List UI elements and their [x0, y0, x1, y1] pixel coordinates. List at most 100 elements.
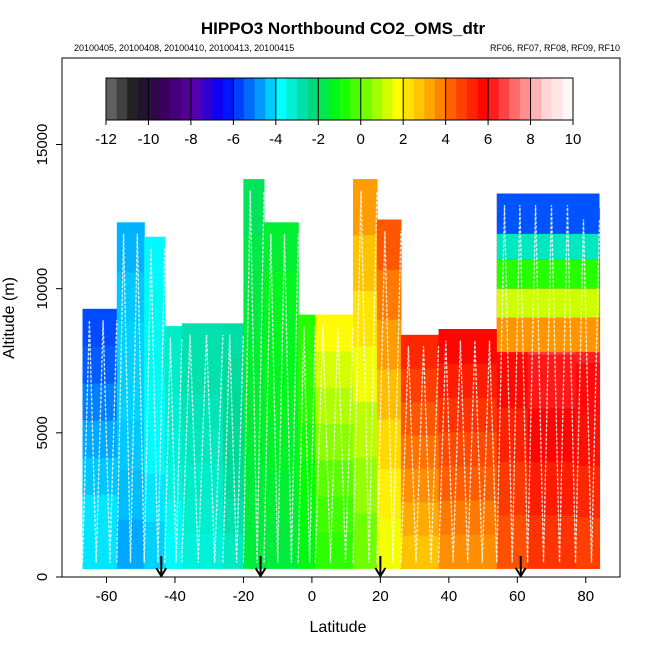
colorbar-segment — [159, 78, 171, 120]
x-tick-label: -60 — [96, 588, 118, 605]
flight-profile — [352, 190, 378, 563]
flight-profile — [222, 334, 245, 563]
colorbar-segment — [116, 78, 128, 120]
heatmap-cell — [243, 179, 265, 236]
y-tick-label: 10000 — [34, 268, 51, 310]
heatmap-cell — [315, 314, 354, 352]
colorbar-segment — [551, 78, 563, 120]
colorbar-segment — [328, 78, 340, 120]
flight-profile — [574, 219, 601, 563]
colorbar-segment — [318, 78, 330, 120]
colorbar-segment — [403, 78, 415, 120]
colorbar-tick-label: -10 — [138, 131, 160, 148]
y-axis: 0 5000 10000 15000 — [34, 124, 62, 581]
colorbar-segment — [106, 78, 118, 120]
colorbar-segment — [297, 78, 309, 120]
colorbar-segment — [392, 78, 404, 120]
heatmap-cell — [315, 532, 354, 569]
heatmap-cell — [144, 521, 166, 569]
colorbar-tick-label: 10 — [565, 131, 582, 148]
heatmap-cell — [496, 461, 529, 516]
heatmap-cell — [353, 179, 378, 236]
colorbar-segment — [488, 78, 500, 120]
heatmap-cell — [496, 407, 529, 462]
heatmap-cell — [82, 308, 118, 347]
colorbar-segment — [456, 78, 468, 120]
colorbar-tick-label: 8 — [526, 131, 534, 148]
profile-arrow-head — [155, 567, 168, 578]
colorbar-segment — [498, 78, 510, 120]
colorbar-tick-label: -12 — [95, 131, 117, 148]
x-tick-label: -40 — [164, 588, 186, 605]
heatmap-cell — [298, 314, 316, 352]
colorbar-segment — [360, 78, 372, 120]
colorbar-segment — [307, 78, 319, 120]
flight-profile — [314, 326, 354, 563]
flight-profile — [181, 334, 224, 563]
colorbar-segment — [530, 78, 542, 120]
flight-profile — [242, 190, 265, 563]
colorbar-segment — [148, 78, 160, 120]
plot-area — [81, 179, 601, 578]
x-axis: -60 -40 -20 0 20 40 60 80 — [96, 577, 594, 605]
heatmap-cell — [264, 222, 299, 273]
heatmap-cell — [222, 498, 244, 534]
heatmap-cell — [438, 500, 498, 535]
colorbar-segment — [466, 78, 478, 120]
profile-arrow-head — [374, 567, 387, 578]
x-tick-label: 0 — [308, 588, 316, 605]
colorbar-segment — [371, 78, 383, 120]
heatmap-cell — [116, 420, 145, 471]
heatmap-cell — [222, 358, 244, 394]
y-axis-label: Altitude (m) — [1, 277, 18, 359]
heatmap-cell — [438, 465, 498, 501]
colorbar-segment — [212, 78, 224, 120]
heatmap-cell — [376, 468, 402, 520]
colorbar-segment — [445, 78, 457, 120]
heatmap-cell — [144, 473, 166, 522]
heatmap-cell — [116, 271, 145, 322]
colorbar-tick-label: 6 — [484, 131, 492, 148]
heatmap-cell — [243, 512, 265, 569]
colorbar-segment — [265, 78, 277, 120]
heatmap-cell — [243, 457, 265, 514]
heatmap-cell — [353, 457, 378, 514]
heatmap-cell — [400, 334, 440, 369]
colorbar-segment — [509, 78, 521, 120]
heatmap-cell — [116, 222, 145, 273]
x-tick-label: 60 — [509, 588, 526, 605]
colorbar-frame — [105, 77, 574, 121]
x-tick-label: 80 — [577, 588, 594, 605]
colorbar-segment — [435, 78, 447, 120]
colorbar-segment — [190, 78, 202, 120]
colorbar-segment — [562, 78, 574, 120]
y-tick-label: 5000 — [34, 416, 51, 449]
colorbar: -12 -10 -8 -6 -4 -2 0 2 4 6 8 10 — [95, 77, 582, 148]
heatmap-cell — [353, 234, 378, 291]
y-tick-label: 0 — [34, 573, 51, 581]
heatmap-cell — [222, 323, 244, 359]
colorbar-segment — [339, 78, 351, 120]
heatmap-cell — [144, 236, 166, 285]
colorbar-segment — [244, 78, 256, 120]
flight-profile — [400, 346, 440, 563]
heatmap-cell — [298, 387, 316, 424]
heatmap-cell — [527, 461, 577, 516]
colorbar-segment — [286, 78, 298, 120]
profile-arrow-head — [254, 567, 267, 578]
heatmap-cell — [264, 518, 299, 569]
colorbar-segment — [477, 78, 489, 120]
x-tick-label: -20 — [233, 588, 255, 605]
heatmap-cell — [164, 499, 183, 535]
flight-profile — [526, 205, 577, 563]
heatmap-layer — [496, 288, 600, 318]
heatmap-cell — [82, 457, 118, 495]
colorbar-tick-label: -4 — [269, 131, 282, 148]
plot-frame — [61, 57, 621, 578]
heatmap-cell — [438, 431, 498, 467]
colorbar-segment — [382, 78, 394, 120]
x-tick-label: 40 — [440, 588, 457, 605]
heatmap-cell — [164, 326, 183, 362]
colorbar-tick-label: -2 — [312, 131, 325, 148]
colorbar-segment — [180, 78, 192, 120]
